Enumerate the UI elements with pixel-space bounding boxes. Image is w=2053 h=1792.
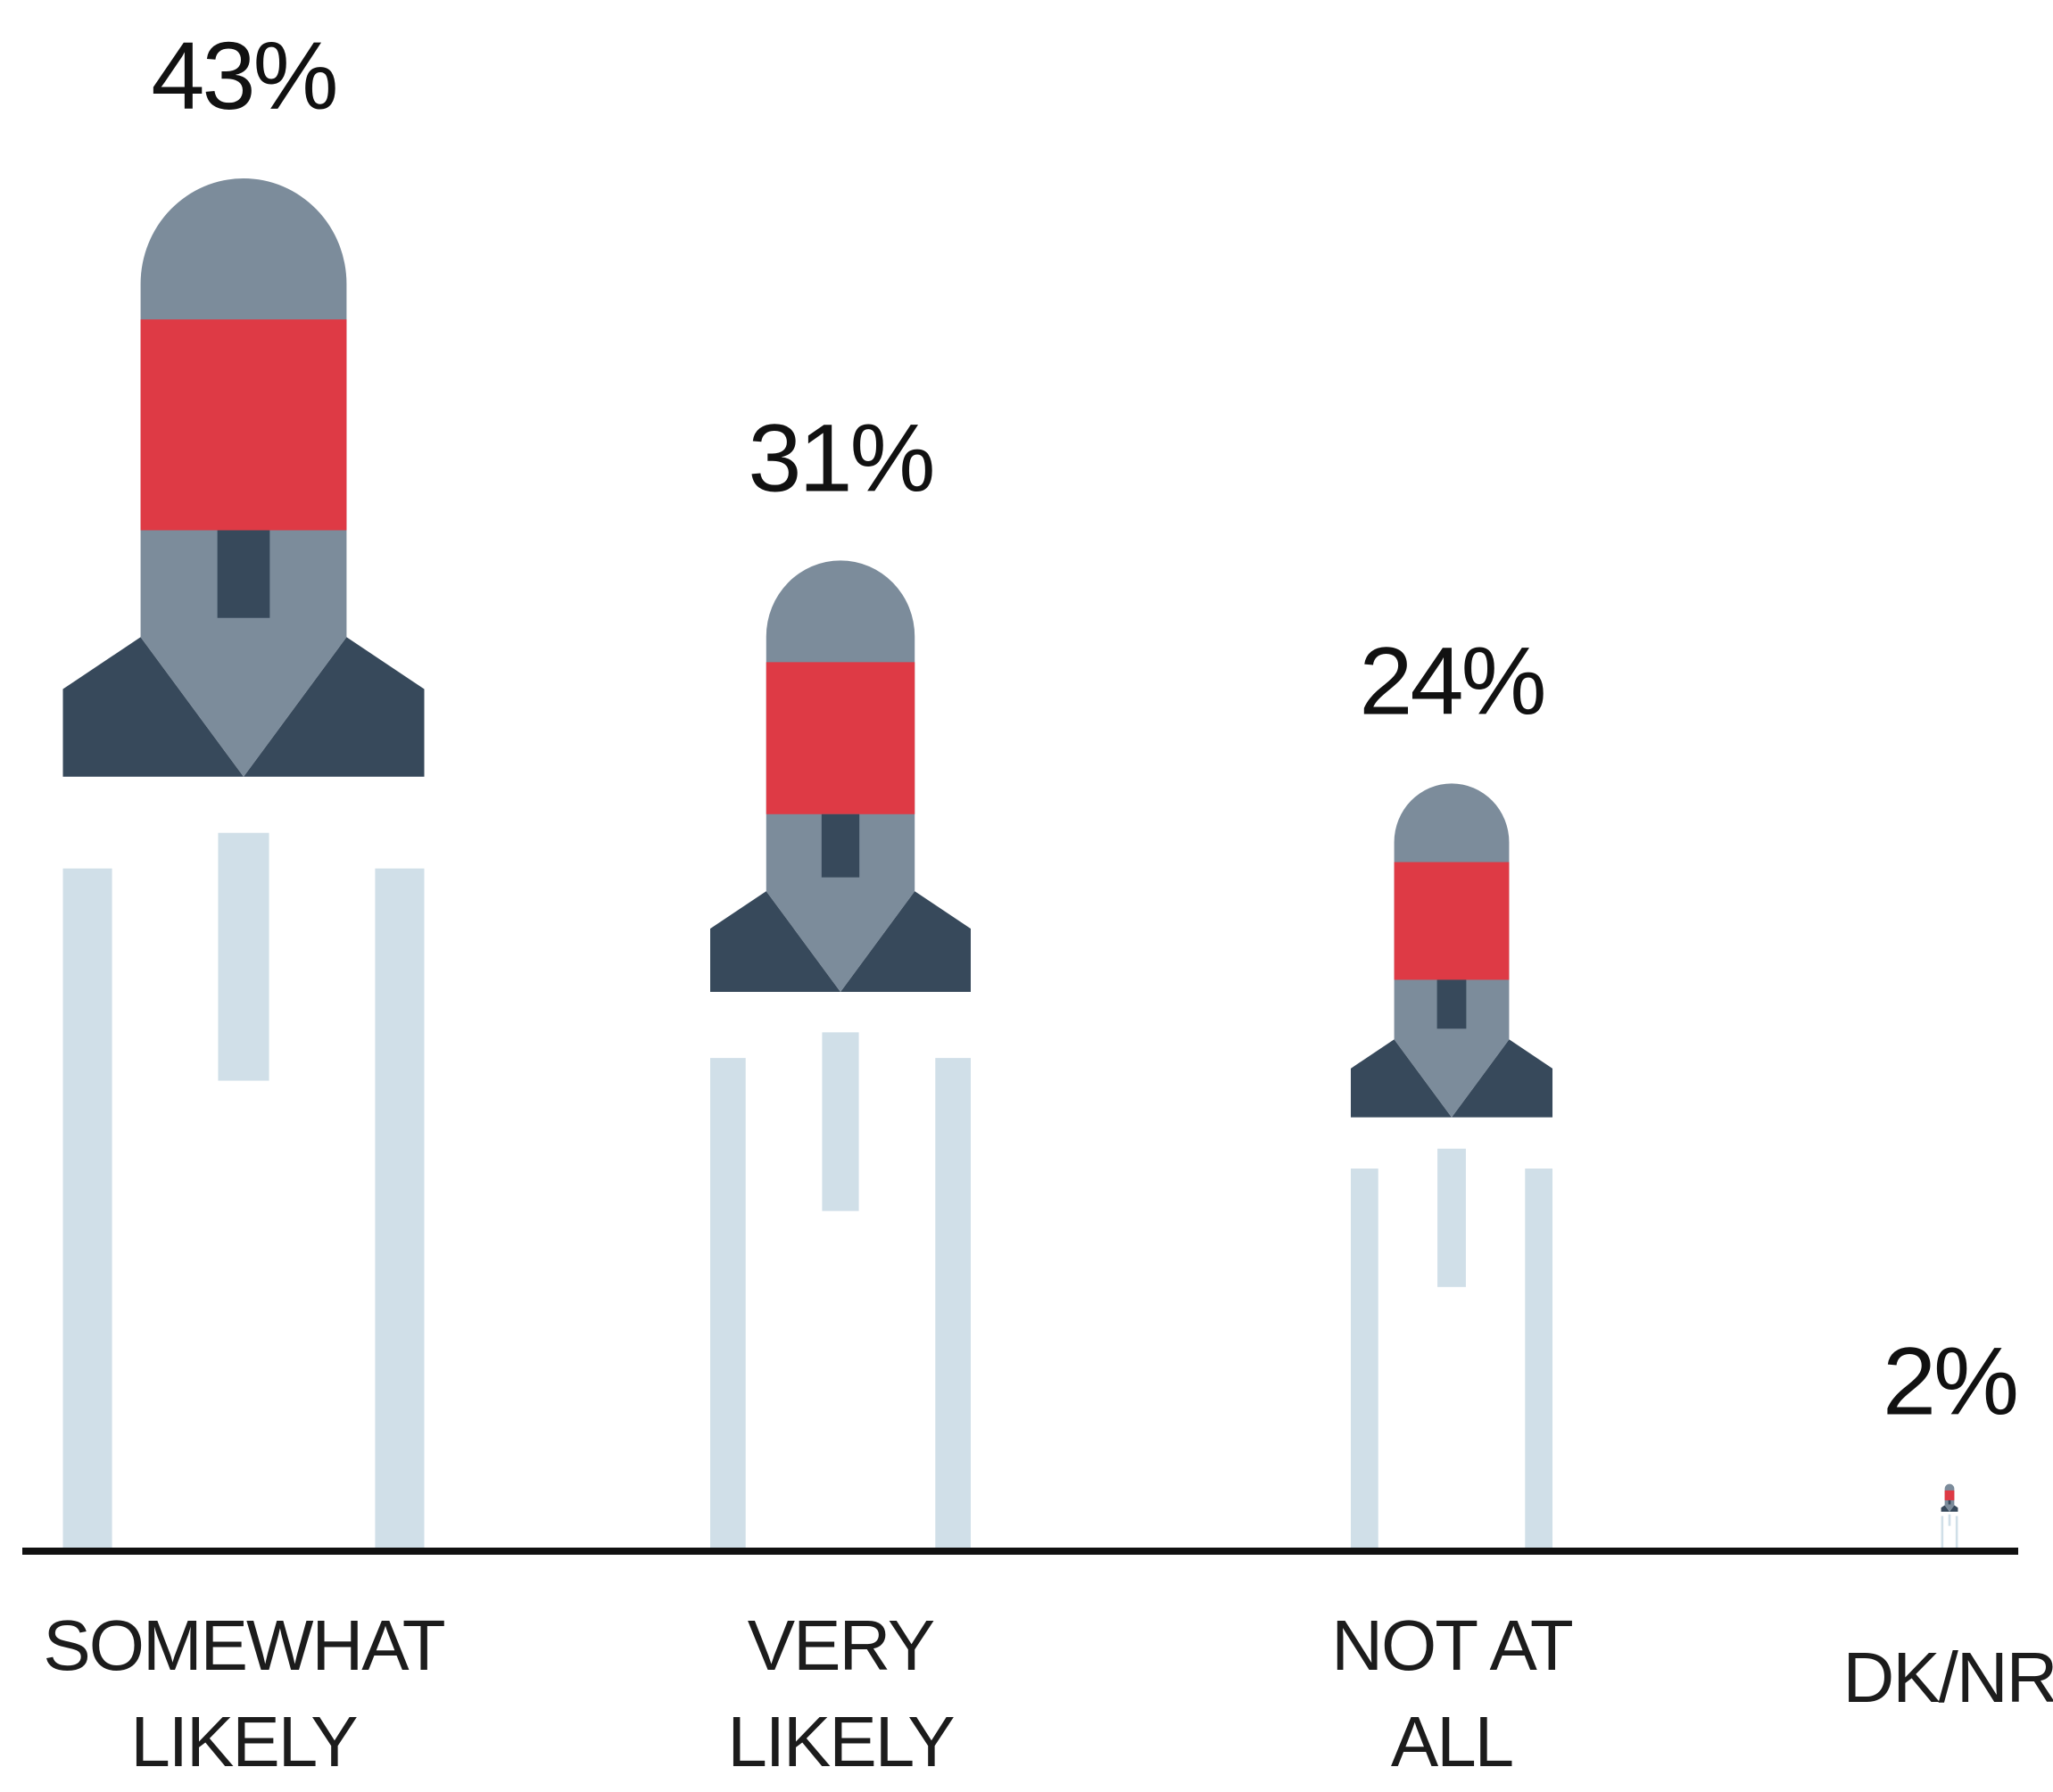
exhaust-line-right-31 <box>935 1058 971 1548</box>
category-label-line-24-0: NOT AT <box>1331 1606 1573 1685</box>
rocket-band-43 <box>140 319 347 531</box>
rocket-mark-43 <box>62 178 425 1548</box>
labels-layer: 43% SOMEWHAT LIKELY 31% VERY LIKELY 24% NOT AT A… <box>43 21 2053 1781</box>
rocket-mark-31 <box>710 560 971 1548</box>
exhaust-line-center-2 <box>1948 1514 1951 1526</box>
exhaust-line-left-2 <box>1941 1515 1944 1548</box>
category-label-31: VERY LIKELY <box>727 1606 956 1781</box>
rocket-band-24 <box>1394 862 1510 980</box>
rockets-layer <box>62 178 1958 1548</box>
exhaust-line-left-43 <box>62 868 112 1548</box>
value-label-31: 31% <box>748 403 932 511</box>
value-label-24: 24% <box>1359 626 1544 734</box>
rocket-mark-2 <box>1941 1483 1958 1548</box>
rocket-nozzle-43 <box>217 530 270 618</box>
exhaust-line-left-31 <box>710 1058 746 1548</box>
value-label-43: 43% <box>151 21 335 129</box>
exhaust-line-center-31 <box>822 1032 859 1211</box>
category-label-line-43-0: SOMEWHAT <box>43 1606 444 1685</box>
category-label-line-31-1: LIKELY <box>727 1702 954 1781</box>
category-label-line-24-1: ALL <box>1391 1702 1512 1781</box>
rocket-nozzle-31 <box>821 813 860 878</box>
category-label-24: NOT AT ALL <box>1331 1606 1575 1781</box>
rocket-fins-2 <box>1941 1505 1958 1512</box>
exhaust-line-right-43 <box>375 868 425 1548</box>
rocket-fins-31 <box>710 891 971 992</box>
exhaust-line-right-2 <box>1955 1515 1958 1548</box>
category-label-line-2-0: DK/NR <box>1843 1638 2053 1717</box>
rocket-nozzle-24 <box>1436 979 1467 1029</box>
category-label-43: SOMEWHAT LIKELY <box>43 1606 446 1781</box>
category-label-2: DK/NR <box>1843 1638 2053 1717</box>
category-label-line-43-1: LIKELY <box>130 1702 357 1781</box>
rocket-nozzle-2 <box>1948 1499 1951 1505</box>
category-label-line-31-0: VERY <box>748 1606 934 1685</box>
rocket-fins-24 <box>1350 1039 1553 1118</box>
value-label-2: 2% <box>1883 1327 2016 1435</box>
exhaust-line-left-24 <box>1350 1169 1378 1548</box>
rocket-band-2 <box>1944 1490 1955 1500</box>
exhaust-line-center-43 <box>218 832 269 1081</box>
rocket-mark-24 <box>1350 783 1553 1548</box>
rocket-band-31 <box>766 662 915 814</box>
exhaust-line-right-24 <box>1525 1169 1553 1548</box>
exhaust-line-center-24 <box>1437 1148 1466 1287</box>
rocket-fins-43 <box>62 637 425 777</box>
